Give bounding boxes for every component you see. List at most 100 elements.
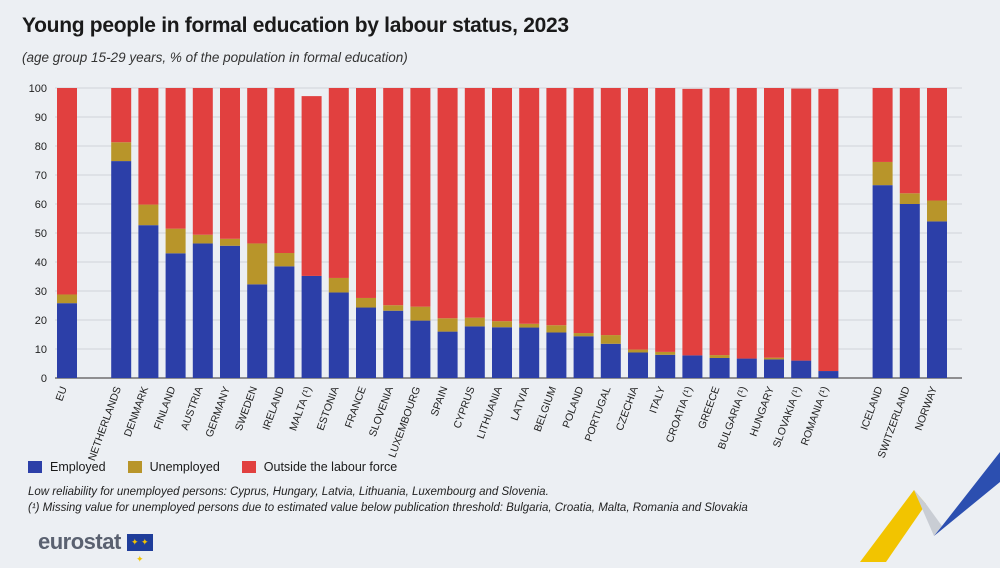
x-tick-label: GREECE — [696, 385, 722, 431]
legend-swatch-unemployed — [127, 461, 142, 473]
bar-segment — [764, 359, 784, 378]
bar-segment — [165, 253, 186, 378]
bar-segment — [492, 321, 512, 328]
bar-segment — [464, 317, 485, 327]
bar-segment — [57, 294, 77, 304]
x-tick-label: ROMANIA (¹) — [799, 385, 831, 447]
bar-segment — [274, 88, 295, 254]
x-tick-label: SPAIN — [429, 385, 451, 418]
bar-segment — [628, 352, 648, 378]
legend-label-outside: Outside the labour force — [263, 460, 398, 474]
legend-label-employed: Employed — [50, 460, 106, 474]
y-tick-label: 30 — [35, 286, 47, 298]
bar-segment — [899, 88, 920, 194]
bar-segment — [437, 88, 458, 319]
x-tick-label: ICELAND — [859, 385, 886, 432]
bar-segment — [464, 326, 485, 378]
bar-segment — [301, 96, 322, 276]
legend: Employed Unemployed Outside the labour f… — [28, 460, 397, 474]
x-tick-label: CROATIA (¹) — [664, 385, 695, 444]
bar-segment — [274, 253, 295, 267]
bar-segment — [328, 88, 349, 278]
bar-segment — [655, 88, 676, 352]
bar-segment — [519, 323, 540, 328]
bar-segment — [192, 88, 213, 235]
x-tick-label: MALTA (¹) — [287, 385, 314, 433]
legend-item-outside: Outside the labour force — [241, 460, 398, 474]
x-tick-label: NETHERLANDS — [86, 385, 124, 463]
bar-segment — [464, 88, 485, 318]
bar-segment — [192, 234, 213, 244]
bar-segment — [628, 349, 648, 353]
bar-segment — [927, 221, 947, 378]
bar-segment — [872, 185, 893, 378]
logo-text: eurostat — [38, 529, 121, 554]
x-tick-label: CZECHIA — [614, 385, 641, 432]
bar-segment — [356, 297, 376, 308]
x-tick-label: SWEDEN — [233, 385, 260, 432]
bar-segment — [437, 331, 458, 378]
bar-segment — [764, 88, 784, 358]
x-tick-label: ITALY — [647, 385, 668, 415]
bar-segment — [872, 161, 893, 186]
y-tick-label: 50 — [35, 228, 47, 240]
x-tick-label: FRANCE — [343, 385, 369, 430]
bar-segment — [220, 238, 240, 246]
bar-segment — [573, 336, 594, 378]
bar-segment — [546, 325, 567, 333]
bar-segment — [356, 88, 376, 298]
x-tick-label: POLAND — [560, 385, 586, 430]
bar-segment — [165, 228, 186, 254]
y-tick-label: 70 — [35, 170, 47, 182]
bar-segment — [546, 332, 567, 378]
bar-segment — [410, 320, 431, 378]
bar-segment — [519, 88, 540, 324]
bar-segment — [57, 303, 77, 378]
bar-segment — [709, 88, 730, 356]
footnote-missing: (¹) Missing value for unemployed persons… — [28, 502, 748, 514]
bar-segment — [709, 357, 730, 378]
x-tick-label: LATVIA — [509, 385, 532, 422]
bar-segment — [736, 358, 757, 378]
bar-segment — [818, 371, 839, 378]
bar-segment — [736, 88, 757, 359]
bar-segment — [410, 306, 431, 321]
bar-segment — [519, 327, 540, 378]
bar-segment — [301, 275, 322, 378]
bar-segment — [328, 277, 349, 293]
bar-segment — [628, 88, 648, 350]
bar-segment — [247, 88, 268, 244]
bar-segment — [899, 204, 920, 378]
bar-segment — [818, 88, 839, 372]
x-tick-label: CYPRUS — [451, 385, 477, 430]
x-tick-label: NORWAY — [913, 385, 940, 432]
x-tick-label: BULGARIA (¹) — [716, 385, 750, 451]
bar-segment — [356, 307, 376, 378]
bar-segment — [274, 266, 295, 378]
legend-item-unemployed: Unemployed — [127, 460, 220, 474]
eu-flag-icon: ✦ ✦ ✦ — [126, 533, 153, 564]
eurostat-logo: eurostat ✦ ✦ ✦ — [38, 529, 153, 564]
x-tick-label: FINLAND — [152, 385, 179, 432]
x-tick-label: BELGIUM — [532, 385, 559, 434]
bar-segment — [927, 200, 947, 222]
bar-segment — [872, 88, 893, 162]
bar-segment — [383, 88, 404, 306]
bar-segment — [655, 351, 676, 355]
bar-segment — [546, 88, 567, 326]
footnotes: Low reliability for unemployed persons: … — [28, 484, 748, 516]
bar-segment — [138, 225, 159, 378]
bar-segment — [437, 318, 458, 332]
bar-segment — [247, 243, 268, 285]
bar-segment — [410, 88, 431, 307]
bar-segment — [492, 88, 512, 322]
legend-swatch-employed — [28, 461, 42, 473]
y-tick-label: 0 — [41, 373, 47, 385]
bar-segment — [927, 88, 947, 201]
bar-segment — [57, 88, 77, 295]
bar-segment — [383, 310, 404, 378]
x-tick-label: PORTUGAL — [583, 385, 614, 443]
bar-segment — [709, 355, 730, 358]
legend-label-unemployed: Unemployed — [149, 460, 220, 474]
